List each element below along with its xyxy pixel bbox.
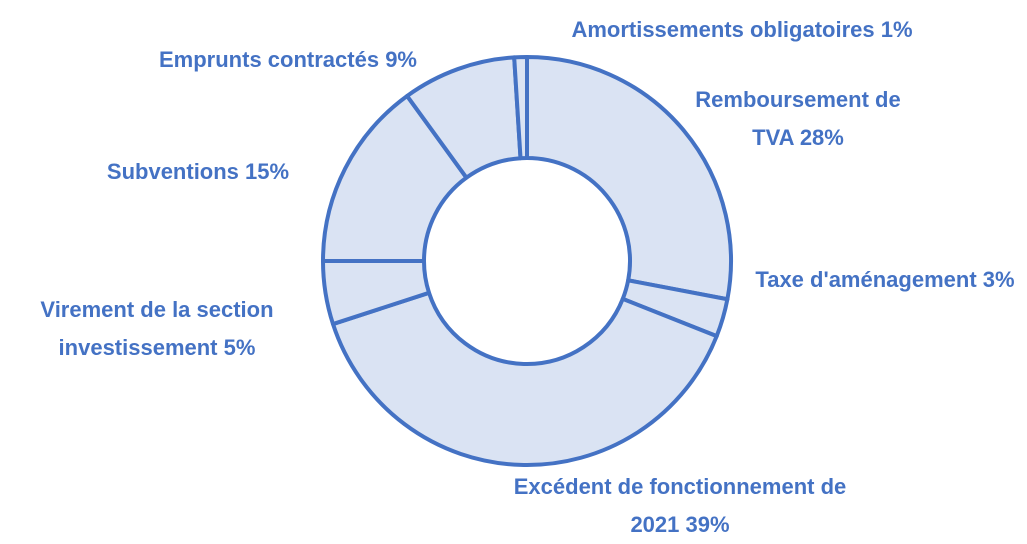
value-label: 28% [799, 125, 844, 150]
page: {"chart_data": {"type": "donut", "catego… [7, 11, 1025, 537]
category-label: Emprunts contractés [159, 47, 380, 72]
value-label: 9% [385, 47, 417, 72]
slice-label: Virement de la section investissement 5% [7, 291, 307, 367]
value-label: 5% [223, 335, 256, 360]
slice-label: Remboursement de TVA 28% [683, 81, 913, 157]
value-label: 3% [982, 267, 1015, 292]
slice-label: Taxe d'aménagement 3% [745, 261, 1025, 299]
donut-slice [525, 55, 733, 302]
value-label: 39% [685, 512, 730, 537]
category-label: Excédent de fonctionnement de 2021 [513, 474, 847, 537]
category-label: Amortissements obligatoires [571, 17, 875, 42]
slice-label: Amortissements obligatoires 1% [512, 11, 972, 49]
value-label: 1% [880, 17, 913, 42]
donut-slice [512, 55, 529, 161]
donut-slice [330, 290, 719, 467]
donut-slice [321, 93, 469, 263]
category-label: Virement de la section investissement [40, 297, 274, 360]
slice-label: Subventions 15% [48, 153, 348, 191]
chart [321, 55, 733, 467]
category-label: Subventions [106, 159, 239, 184]
slice-label: Emprunts contractés 9% [118, 41, 458, 79]
value-label: 15% [245, 159, 290, 184]
category-label: Remboursement de TVA [695, 87, 901, 150]
category-label: Taxe d'aménagement [755, 267, 977, 292]
